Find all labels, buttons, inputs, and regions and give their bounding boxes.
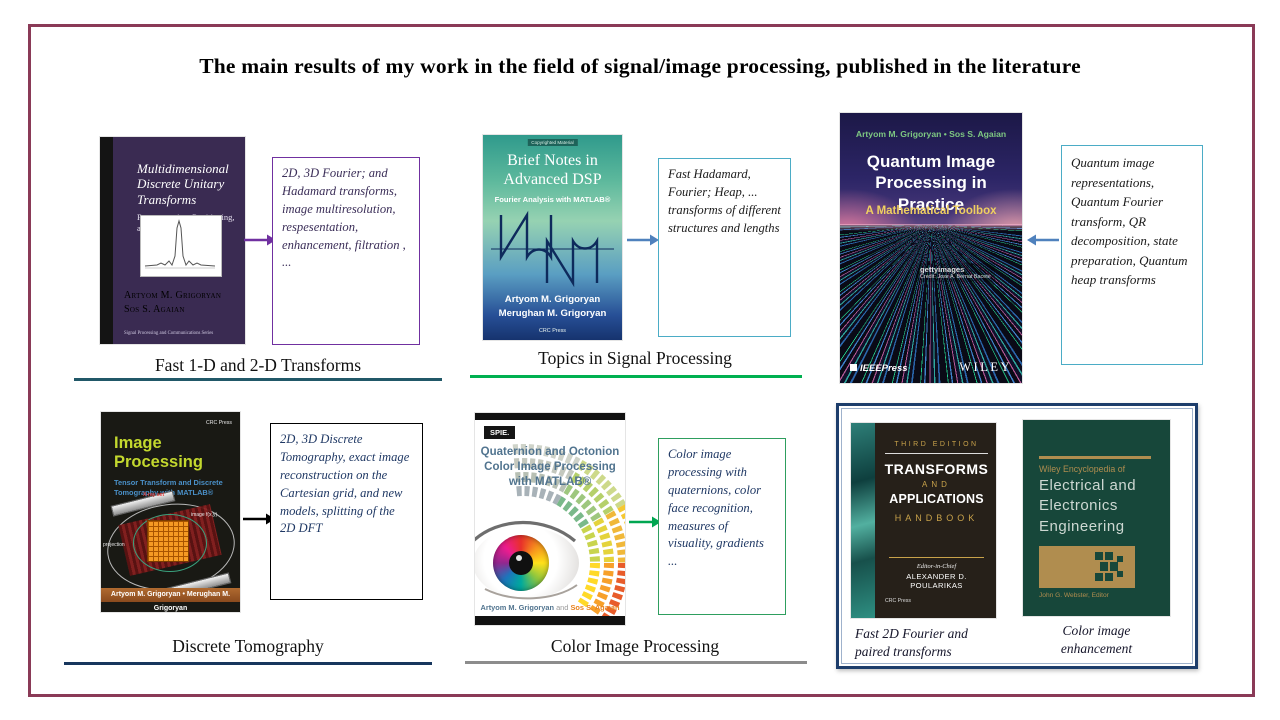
page-title: The main results of my work in the field… [199,54,1081,78]
book1-plot-figure [140,215,222,277]
caption-color-image-processing: Color Image Processing [550,636,720,656]
book5-authors: Artyom M. Grigoryan and Sos S. Agaian [480,603,620,612]
note-box-fast-hadamard: Fast Hadamard, Fourier; Heap, ... transf… [658,158,791,337]
handbook-panel: THIRD EDITION TRANSFORMS AND APPLICATION… [836,403,1198,669]
book5-spie-logo: SPIE. [484,426,516,439]
caption-fast-2d-fourier: Fast 2D Fourier and paired transforms [855,626,968,660]
note-box-transforms: 2D, 3D Fourier; and Hadamard transforms,… [272,157,420,345]
caption-fast-transforms: Fast 1-D and 2-D Transforms [154,355,362,375]
caption-underline [470,375,802,378]
book2-subtitle: Fourier Analysis with MATLAB® [494,195,611,204]
book6b-title-line2: Electronics [1039,497,1118,515]
caption-underline [74,378,442,381]
book4-publisher-logo: CRC Press [206,420,232,426]
book4-title-line1: Image [114,434,162,452]
note-box-quantum: Quantum image representations, Quantum F… [1061,145,1203,365]
book5-bottom-band [475,616,625,625]
book2-copyright-tag: Copyrighted Material [527,139,578,146]
book4-diagram-image-grid [147,520,189,562]
book4-subtitle-line1: Tensor Transform and Discrete [114,478,223,487]
book4-title-line2: Processing [114,452,203,471]
book3-authors: Artyom M. Grigoryan • Sos S. Agaian [855,129,1007,139]
book4-authors: Artyom M. Grigoryan • Merughan M. Grigor… [101,588,240,612]
arrow-right-icon [626,233,660,252]
book4-diagram-inner-ellipse [133,514,207,572]
book3-horizon-glow [840,224,1022,231]
book3-sky-art [840,113,1022,231]
book6b-editor: John G. Webster, Editor [1039,592,1109,599]
note-box-color-processing: Color image processing with quaternions,… [658,438,786,615]
book-cover-wiley-encyclopedia: Wiley Encyclopedia of Electrical and Ele… [1023,420,1170,616]
slide-border-frame [28,24,1255,697]
book4-label-image: image f(x,y) [191,512,218,518]
book4-label-xray: X-ray set [143,492,165,498]
book5-eye-highlight [516,555,522,561]
book3-title-line2: Processing in Practice [875,173,987,214]
book6b-wiley-logo-block [1039,546,1135,588]
book2-publisher-logo: CRC Press [539,328,566,334]
caption-underline [465,661,807,664]
book6a-edition: THIRD EDITION [894,441,979,448]
book3-light-rays-art [840,225,1022,383]
book2-waveform-art [491,210,614,288]
book-cover-quaternion-color: Quaternion and Octonion Color Image Proc… [475,413,625,625]
divider [889,557,984,558]
book3-ieee-press-logo: IEEEPress [850,363,908,374]
book-cover-brief-notes-dsp: Copyrighted Material Brief Notes in Adva… [483,135,622,340]
caption-color-enhancement: Color image enhancement [1060,623,1133,657]
book6a-editor-label: Editor-in-Chief [916,563,957,570]
book2-title-line1: Brief Notes in [507,152,598,169]
caption-topics-signal-processing: Topics in Signal Processing [538,348,732,368]
book1-spine [100,137,113,344]
book3-subtitle: A Mathematical Toolbox [865,205,997,217]
book6a-title-line3: APPLICATIONS [889,492,984,506]
book1-series: Signal Processing and Communications Ser… [124,331,214,336]
book6a-title-line2: AND [922,480,951,489]
divider [885,453,988,454]
book-cover-transforms-handbook: THIRD EDITION TRANSFORMS AND APPLICATION… [851,423,996,618]
book6b-brand: Wiley Encyclopedia of [1039,464,1126,474]
ieee-square-icon [850,364,857,371]
book6a-editor-name: ALEXANDER D. POULARIKAS [906,572,967,590]
book6a-publisher-logo: CRC Press [885,598,911,604]
book4-label-projection: projection [103,542,125,548]
arrow-left-icon [1026,233,1060,252]
book1-authors: Artyom M. Grigoryan Sos S. Agaian [124,290,222,315]
arrow-right-icon [243,233,277,252]
book5-title-line2: Color Image Processing [484,460,616,473]
note-box-tomography: 2D, 3D Discrete Tomography, exact image … [270,423,423,600]
book1-title: Multidimensional Discrete Unitary Transf… [137,161,229,207]
book-cover-multidimensional-transforms: Multidimensional Discrete Unitary Transf… [100,137,245,344]
caption-underline [64,662,432,665]
book6b-title-line3: Engineering [1039,517,1125,535]
book6a-title-line4: HANDBOOK [894,513,979,523]
book2-authors: Artyom M. Grigoryan Merughan M. Grigorya… [498,294,607,319]
book3-getty-credit: gettyimages Credit: Jose A. Bernat Bacet… [916,263,995,282]
caption-discrete-tomography: Discrete Tomography [172,636,324,656]
book3-wiley-logo: WILEY [959,360,1012,374]
book6a-marble-edge [851,423,875,618]
arrow-right-icon [628,515,662,534]
book5-title-line1: Quaternion and Octonion [480,446,620,458]
book3-title-line1: Quantum Image [866,152,996,171]
book-cover-image-processing-tomography: CRC Press Image Processing Tensor Transf… [101,412,240,612]
book5-eyelash-art [475,520,578,600]
book6a-title-line1: TRANSFORMS [884,461,989,477]
book5-top-band [475,413,625,420]
book2-title-line2: Advanced DSP [503,171,602,189]
book5-color-swatch-arcs [512,443,625,624]
book6b-title-line1: Electrical and [1039,477,1137,494]
book5-title-line3: with MATLAB® [508,475,592,488]
book-cover-quantum-image-processing: Artyom M. Grigoryan • Sos S. Agaian Quan… [840,113,1022,383]
book6b-rule [1039,456,1151,459]
